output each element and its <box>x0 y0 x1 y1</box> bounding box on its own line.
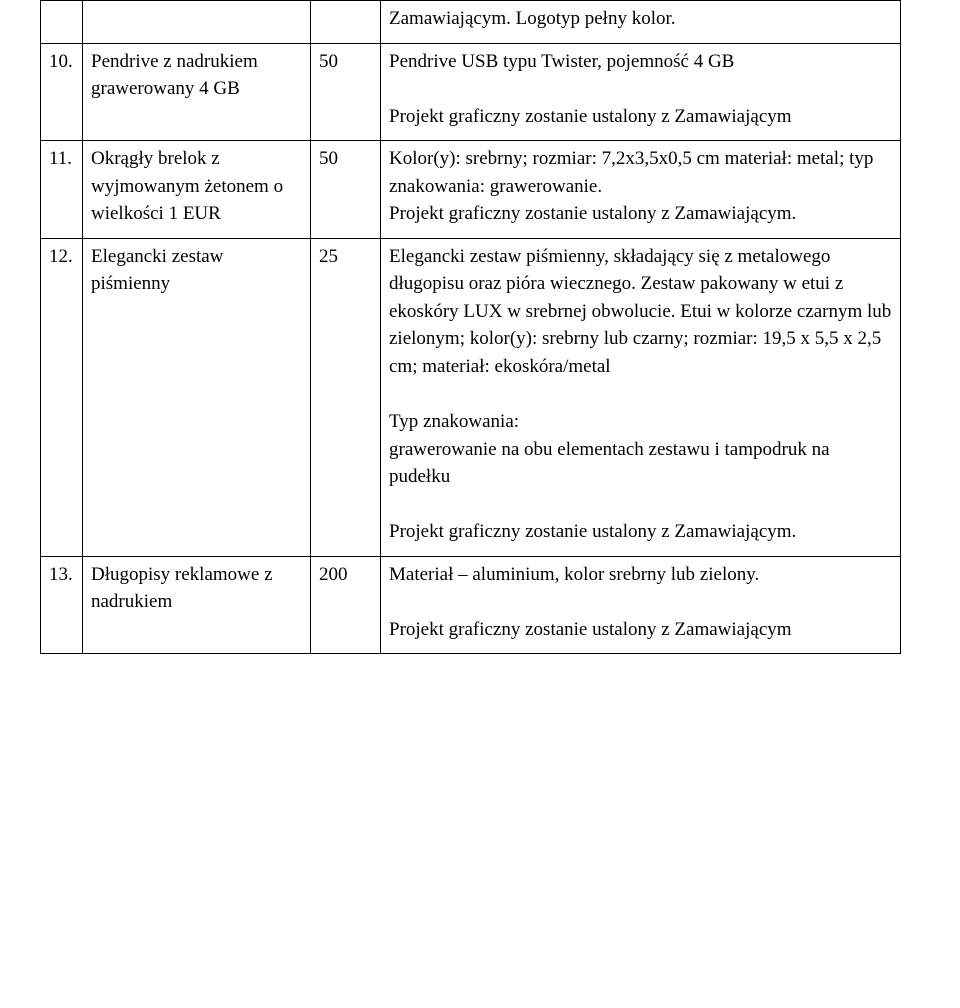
cell-quantity: 25 <box>311 238 381 556</box>
cell-number: 12. <box>41 238 83 556</box>
cell-item-name <box>83 1 311 44</box>
table-row: Zamawiającym. Logotyp pełny kolor. <box>41 1 901 44</box>
cell-number <box>41 1 83 44</box>
table-row: 12. Elegancki zestaw piśmienny 25 Elegan… <box>41 238 901 556</box>
cell-item-name: Elegancki zestaw piśmienny <box>83 238 311 556</box>
table-row: 10. Pendrive z nadrukiem grawerowany 4 G… <box>41 43 901 141</box>
table-row: 11. Okrągły brelok z wyjmowanym żetonem … <box>41 141 901 239</box>
cell-item-name: Okrągły brelok z wyjmowanym żetonem o wi… <box>83 141 311 239</box>
cell-number: 13. <box>41 556 83 654</box>
cell-item-name: Pendrive z nadrukiem grawerowany 4 GB <box>83 43 311 141</box>
specification-table: Zamawiającym. Logotyp pełny kolor. 10. P… <box>40 0 901 654</box>
cell-quantity: 50 <box>311 141 381 239</box>
cell-description: Pendrive USB typu Twister, pojemność 4 G… <box>381 43 901 141</box>
table-row: 13. Długopisy reklamowe z nadrukiem 200 … <box>41 556 901 654</box>
cell-number: 10. <box>41 43 83 141</box>
cell-quantity <box>311 1 381 44</box>
cell-number: 11. <box>41 141 83 239</box>
cell-description: Kolor(y): srebrny; rozmiar: 7,2x3,5x0,5 … <box>381 141 901 239</box>
cell-quantity: 50 <box>311 43 381 141</box>
cell-description: Materiał – aluminium, kolor srebrny lub … <box>381 556 901 654</box>
cell-description: Elegancki zestaw piśmienny, składający s… <box>381 238 901 556</box>
cell-item-name: Długopisy reklamowe z nadrukiem <box>83 556 311 654</box>
cell-description: Zamawiającym. Logotyp pełny kolor. <box>381 1 901 44</box>
cell-quantity: 200 <box>311 556 381 654</box>
